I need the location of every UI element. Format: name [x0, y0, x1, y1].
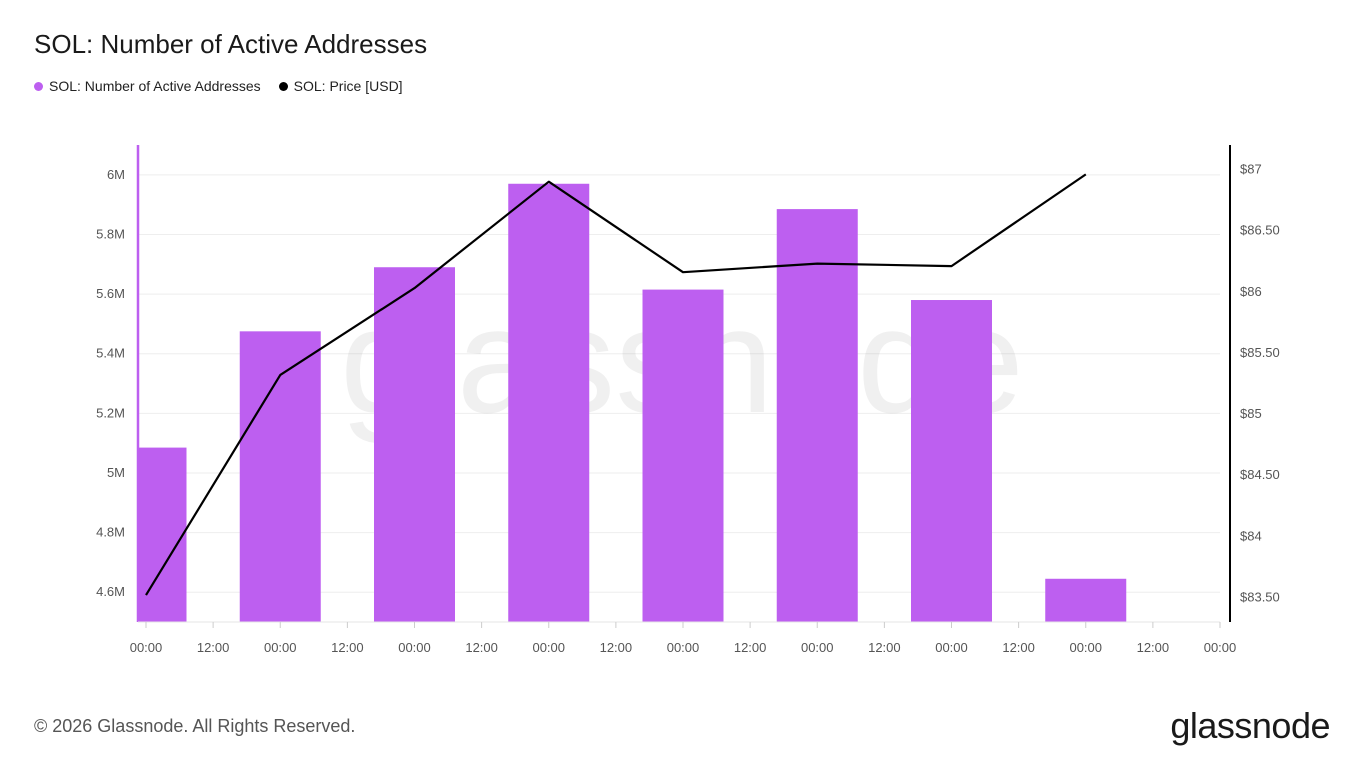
right-tick-label: $86.50 [1240, 223, 1280, 238]
bar [1045, 578, 1127, 622]
right-tick-label: $83.50 [1240, 590, 1280, 605]
bar [239, 331, 321, 622]
right-tick-label: $85 [1240, 406, 1262, 421]
x-tick-label: 00:00 [667, 640, 700, 655]
legend-dot-black-icon [278, 81, 288, 91]
left-tick-label: 5.6M [96, 286, 125, 301]
bar [138, 447, 187, 622]
left-tick-label: 5.4M [96, 346, 125, 361]
x-tick-label: 12:00 [734, 640, 767, 655]
right-tick-label: $84.50 [1240, 467, 1280, 482]
bar [642, 289, 724, 622]
bar [508, 183, 590, 622]
left-tick-label: 6M [107, 167, 125, 182]
bar [374, 267, 455, 622]
legend-item-active-addresses[interactable]: SOL: Number of Active Addresses [34, 78, 261, 94]
legend-label-price: SOL: Price [USD] [293, 78, 403, 94]
x-tick-label: 00:00 [935, 640, 968, 655]
x-tick-label: 00:00 [398, 640, 431, 655]
x-tick-label: 00:00 [130, 640, 163, 655]
legend-item-price[interactable]: SOL: Price [USD] [278, 78, 403, 94]
left-tick-label: 5.2M [96, 405, 125, 420]
x-tick-label: 12:00 [1137, 640, 1170, 655]
left-tick-label: 4.6M [96, 584, 125, 599]
x-tick-label: 12:00 [197, 640, 230, 655]
right-tick-label: $84 [1240, 528, 1262, 543]
copyright-text: © 2026 Glassnode. All Rights Reserved. [34, 716, 356, 736]
chart-title: SOL: Number of Active Addresses [34, 29, 428, 59]
price-line [145, 173, 1087, 596]
x-tick-label: 12:00 [600, 640, 633, 655]
legend-dot-purple-icon [34, 81, 43, 91]
x-tick-label: 12:00 [465, 640, 498, 655]
legend: SOL: Number of Active Addresses SOL: Pri… [34, 78, 403, 94]
bar [776, 209, 858, 623]
left-tick-label: 4.8M [96, 525, 125, 540]
right-tick-label: $85.50 [1240, 345, 1280, 360]
legend-label-active-addresses: SOL: Number of Active Addresses [49, 78, 261, 94]
x-tick-label: 12:00 [868, 640, 901, 655]
left-tick-label: 5.8M [96, 226, 125, 241]
bar [911, 300, 992, 622]
x-tick-label: 00:00 [801, 640, 834, 655]
x-tick-label: 00:00 [532, 640, 565, 655]
x-tick-label: 00:00 [1069, 640, 1102, 655]
x-tick-label: 00:00 [264, 640, 297, 655]
right-tick-label: $87 [1240, 161, 1262, 176]
x-tick-label: 12:00 [1002, 640, 1035, 655]
x-tick-label: 00:00 [1204, 640, 1237, 655]
right-tick-label: $86 [1240, 284, 1262, 299]
glassnode-logo: glassnode [1170, 705, 1330, 746]
x-tick-label: 12:00 [331, 640, 364, 655]
left-tick-label: 5M [107, 465, 125, 480]
